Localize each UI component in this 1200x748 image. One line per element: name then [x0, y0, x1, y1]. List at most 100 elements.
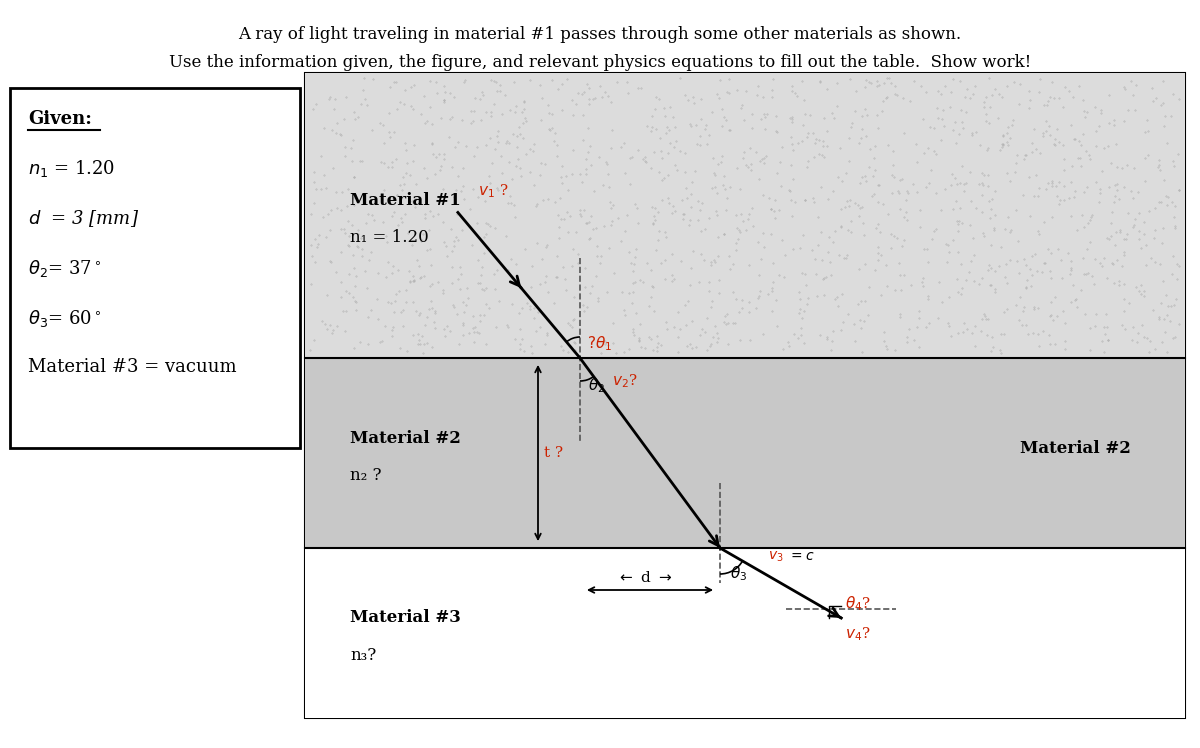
Point: [1166, 200, 1186, 212]
Point: [678, 340, 697, 352]
Point: [348, 240, 367, 252]
Point: [973, 180, 992, 191]
Point: [349, 241, 368, 253]
Point: [1132, 288, 1151, 300]
Point: [630, 275, 649, 286]
Point: [558, 185, 577, 197]
Point: [367, 293, 386, 305]
Point: [935, 183, 954, 195]
Point: [521, 166, 540, 178]
Point: [420, 280, 439, 292]
Point: [521, 73, 540, 85]
Point: [545, 135, 564, 147]
Point: [1105, 190, 1124, 202]
Point: [565, 291, 584, 303]
Point: [977, 108, 996, 120]
Point: [487, 130, 506, 142]
Point: [965, 249, 984, 261]
Point: [470, 278, 490, 289]
Point: [473, 87, 492, 99]
Point: [977, 329, 996, 341]
Point: [1037, 114, 1056, 126]
Point: [642, 264, 661, 276]
Point: [600, 181, 619, 193]
Point: [1121, 185, 1140, 197]
Point: [954, 326, 973, 338]
Point: [1068, 153, 1087, 165]
Point: [589, 152, 608, 164]
Point: [932, 296, 952, 308]
Point: [550, 221, 569, 233]
Point: [938, 317, 958, 329]
Point: [481, 75, 500, 87]
Point: [623, 326, 642, 338]
Point: [836, 167, 856, 179]
Point: [540, 107, 559, 119]
Point: [983, 89, 1002, 101]
Point: [643, 281, 662, 293]
Point: [505, 211, 524, 223]
Point: [941, 86, 960, 98]
Bar: [305, 358, 1186, 548]
Point: [647, 331, 666, 343]
Point: [1157, 309, 1176, 321]
Point: [646, 202, 665, 214]
Point: [400, 275, 419, 286]
Point: [326, 266, 346, 278]
Point: [850, 263, 869, 275]
Point: [1054, 101, 1073, 113]
Point: [876, 259, 895, 271]
Point: [864, 153, 883, 165]
Point: [1123, 334, 1142, 346]
Point: [474, 231, 493, 243]
Point: [854, 316, 874, 328]
Point: [1030, 86, 1049, 98]
Point: [691, 113, 710, 125]
Point: [811, 182, 830, 194]
Point: [1164, 156, 1183, 168]
Point: [451, 283, 470, 295]
Point: [611, 141, 630, 153]
Point: [580, 98, 599, 110]
Point: [690, 203, 709, 215]
Point: [324, 324, 343, 336]
Point: [1039, 120, 1058, 132]
Point: [422, 341, 442, 353]
Point: [818, 246, 838, 258]
Point: [658, 322, 677, 334]
Point: [670, 323, 689, 335]
Point: [732, 302, 751, 314]
Point: [646, 91, 665, 102]
Point: [882, 169, 901, 181]
Point: [752, 153, 772, 165]
Point: [307, 242, 326, 254]
Point: [347, 304, 366, 316]
Point: [743, 108, 762, 120]
Point: [444, 91, 463, 103]
Point: [378, 236, 397, 248]
Point: [503, 128, 522, 140]
Point: [462, 105, 481, 117]
Point: [340, 268, 359, 280]
Point: [833, 174, 852, 186]
Point: [817, 333, 836, 345]
Point: [385, 76, 404, 88]
Point: [991, 144, 1010, 156]
Point: [401, 169, 420, 181]
Point: [352, 98, 371, 110]
Point: [925, 122, 944, 134]
Point: [452, 224, 472, 236]
Point: [955, 91, 974, 103]
Point: [1132, 319, 1151, 331]
Point: [1049, 242, 1068, 254]
Point: [676, 166, 695, 178]
Point: [510, 121, 529, 133]
Point: [874, 197, 893, 209]
Point: [720, 123, 739, 135]
Point: [1157, 346, 1176, 358]
Point: [782, 80, 802, 92]
Point: [331, 129, 350, 141]
Point: [625, 258, 644, 270]
Point: [474, 309, 493, 321]
Point: [1040, 129, 1060, 141]
